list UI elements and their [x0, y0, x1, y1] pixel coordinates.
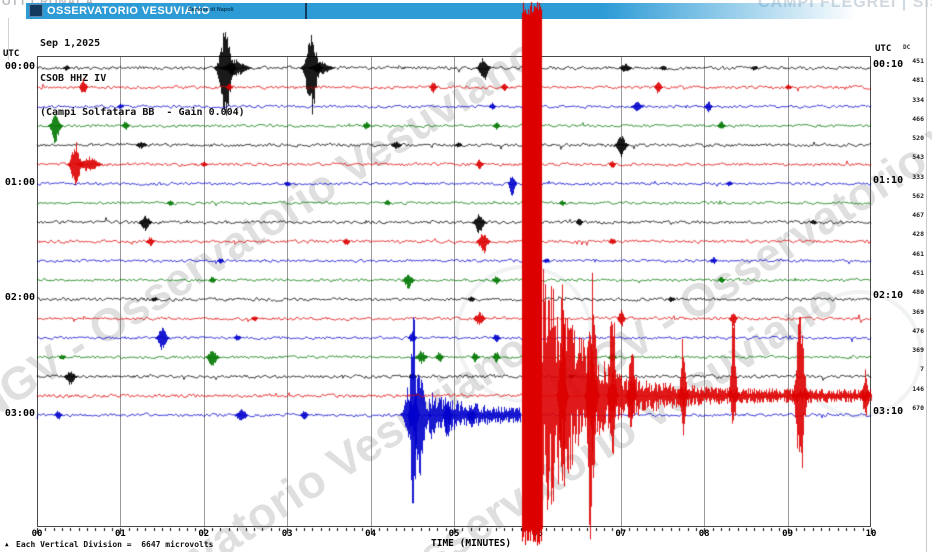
helicorder-screen: OTT CRONACA CAMPI FLEGREI | SIS OSSERVAT… [0, 0, 932, 552]
seismogram-traces-canvas [0, 0, 932, 552]
